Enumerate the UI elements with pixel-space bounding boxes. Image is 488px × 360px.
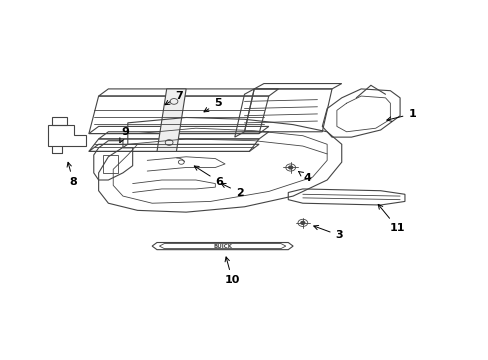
Text: 8: 8 [67, 162, 77, 187]
Text: 6: 6 [194, 166, 223, 187]
Text: 4: 4 [298, 171, 311, 183]
Text: 10: 10 [224, 257, 240, 285]
Polygon shape [157, 89, 186, 152]
Text: 7: 7 [165, 91, 183, 105]
Text: 11: 11 [377, 204, 405, 233]
Circle shape [288, 166, 292, 169]
Text: BUICK: BUICK [213, 244, 232, 249]
Circle shape [300, 221, 304, 224]
Text: 9: 9 [120, 127, 129, 143]
Text: 1: 1 [386, 109, 415, 121]
Text: 3: 3 [313, 225, 343, 240]
Text: 5: 5 [203, 98, 221, 112]
Text: 2: 2 [221, 184, 243, 198]
